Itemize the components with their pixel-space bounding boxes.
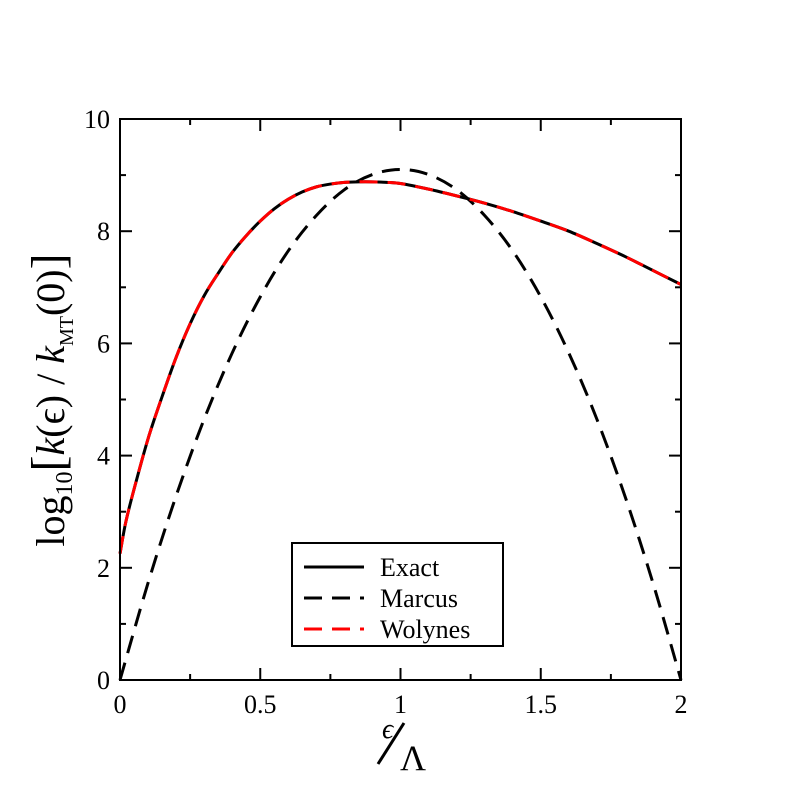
- series-line-marcus: [118, 167, 683, 681]
- y-axis-label-slash: /: [28, 364, 73, 395]
- legend-label-exact: Exact: [380, 553, 440, 582]
- x-axis-label-slash: [376, 722, 406, 765]
- y-tick-label: 10: [84, 105, 110, 134]
- tick-labels-layer: 0 0.5 1 1.5 2 0 2 4 6 8 10: [84, 105, 688, 719]
- x-tick-label: 2: [675, 690, 688, 719]
- x-tick-label: 1.5: [525, 690, 558, 719]
- ticks-layer: [119, 118, 682, 681]
- series-line-wolynes: [118, 180, 682, 555]
- y-tick-label: 6: [97, 329, 110, 358]
- y-axis-label-k2: k: [28, 345, 73, 364]
- legend-label-wolynes: Wolynes: [380, 615, 470, 644]
- x-axis-label-denominator: Λ: [400, 738, 426, 778]
- y-axis-label-arg: (ϵ): [28, 395, 73, 438]
- y-tick-label: 0: [97, 666, 110, 695]
- y-axis-label-k-sub: MT: [56, 316, 78, 346]
- y-axis-label-log-sub: 10: [52, 471, 78, 495]
- series-layer: [118, 167, 683, 681]
- svg-text:log10[k(ϵ) / kMT(0)]: log10[k(ϵ) / kMT(0)]: [22, 253, 78, 546]
- x-tick-label: 0.5: [244, 690, 277, 719]
- y-axis-label-arg0: (0): [28, 269, 73, 316]
- x-axis-label: ϵ Λ: [376, 714, 426, 778]
- x-axis-label-numerator: ϵ: [382, 714, 395, 745]
- x-tick-label: 0: [114, 690, 127, 719]
- y-tick-label: 4: [97, 442, 110, 471]
- y-tick-label: 8: [97, 217, 110, 246]
- y-axis-label-k: k: [28, 437, 73, 456]
- y-tick-label: 2: [97, 554, 110, 583]
- x-tick-label: 1: [394, 690, 407, 719]
- y-axis-label: log10[k(ϵ) / kMT(0)]: [22, 253, 78, 546]
- y-axis-label-log: log: [28, 495, 73, 546]
- legend-box: [291, 542, 504, 647]
- legend-label-marcus: Marcus: [380, 584, 458, 613]
